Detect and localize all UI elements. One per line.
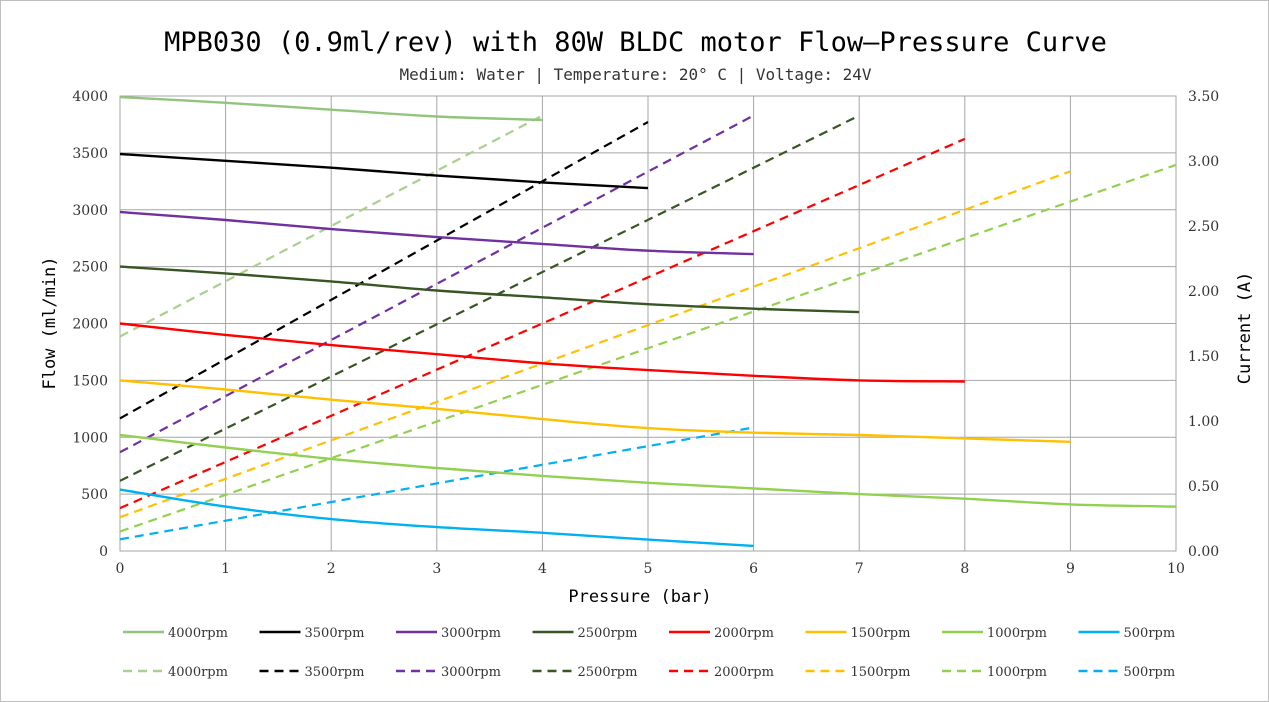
y2-tick-label: 0.00	[1188, 544, 1219, 560]
flow-line-3500rpm	[119, 152, 649, 190]
chart-title: MPB030 (0.9ml/rev) with 80W BLDC motor F…	[164, 27, 1107, 58]
y-tick-label: 1000	[72, 430, 108, 446]
legend-flow-label-4000rpm: 4000rpm	[168, 626, 228, 641]
y2-axis-title: Current (A)	[1235, 272, 1255, 385]
y-tick-label: 500	[81, 487, 108, 503]
legend: 4000rpm 3500rpm 3000rpm 2500rpm 2000rpm 1500r…	[123, 626, 1175, 680]
legend-current-label-3000rpm: 3000rpm	[441, 665, 501, 680]
legend-current-label-1000rpm: 1000rpm	[987, 665, 1047, 680]
x-tick-label: 9	[1066, 561, 1075, 577]
current-line-1000rpm	[119, 163, 1177, 533]
y2-tick-label: 3.50	[1188, 89, 1219, 105]
x-tick-label: 4	[538, 561, 547, 577]
x-tick-label: 1	[221, 561, 230, 577]
y-axis-title: Flow (ml/min)	[40, 256, 60, 389]
legend-flow-label-1500rpm: 1500rpm	[851, 626, 911, 641]
legend-flow-label-1000rpm: 1000rpm	[987, 626, 1047, 641]
tick-layer: 0 1 2 3 4 5 6 7 8 9 10 0 500 1000 1500 2000 2500 3000 3500…	[72, 89, 1219, 577]
x-tick-label: 3	[432, 561, 441, 577]
x-tick-label: 10	[1167, 561, 1185, 577]
y-tick-label: 2000	[72, 317, 108, 333]
flow-line-4000rpm	[119, 95, 543, 122]
flow-line-1500rpm	[119, 379, 1071, 443]
current-line-3500rpm	[119, 121, 649, 420]
y2-tick-label: 1.50	[1188, 349, 1219, 365]
y-tick-label: 4000	[72, 89, 108, 105]
legend-flow-label-500rpm: 500rpm	[1124, 626, 1176, 641]
x-axis-title: Pressure (bar)	[568, 587, 711, 607]
legend-flow-label-2500rpm: 2500rpm	[578, 626, 638, 641]
flow-line-1000rpm	[119, 433, 1177, 508]
x-tick-label: 7	[855, 561, 864, 577]
x-tick-label: 6	[749, 561, 758, 577]
flow-line-2000rpm	[119, 322, 965, 383]
y2-tick-label: 1.00	[1188, 414, 1219, 430]
current-line-1500rpm	[119, 170, 1071, 519]
flow-line-3000rpm	[119, 210, 754, 256]
legend-flow-label-3500rpm: 3500rpm	[305, 626, 365, 641]
legend-current-label-500rpm: 500rpm	[1124, 665, 1176, 680]
x-tick-label: 8	[960, 561, 969, 577]
legend-flow-label-2000rpm: 2000rpm	[714, 626, 774, 641]
legend-flow-label-3000rpm: 3000rpm	[441, 626, 501, 641]
current-line-2500rpm	[119, 114, 860, 482]
flow-line-500rpm	[119, 488, 754, 548]
legend-current-label-2000rpm: 2000rpm	[714, 665, 774, 680]
current-line-4000rpm	[119, 114, 543, 338]
current-line-500rpm	[119, 426, 754, 541]
y-tick-label: 1500	[72, 373, 108, 389]
y2-tick-label: 0.50	[1188, 479, 1219, 495]
y2-tick-label: 2.50	[1188, 219, 1219, 235]
legend-current-label-3500rpm: 3500rpm	[305, 665, 365, 680]
series-layer	[119, 95, 1177, 548]
y2-tick-label: 2.00	[1188, 284, 1219, 300]
y-tick-label: 2500	[72, 260, 108, 276]
legend-current-label-2500rpm: 2500rpm	[578, 665, 638, 680]
legend-current-label-4000rpm: 4000rpm	[168, 665, 228, 680]
legend-current-label-1500rpm: 1500rpm	[851, 665, 911, 680]
y-tick-label: 0	[99, 544, 108, 560]
x-tick-label: 2	[327, 561, 336, 577]
y-tick-label: 3000	[72, 203, 108, 219]
current-line-2000rpm	[119, 137, 966, 510]
y-tick-label: 3500	[72, 146, 108, 162]
x-tick-label: 5	[644, 561, 653, 577]
chart-subtitle: Medium: Water | Temperature: 20° C | Vol…	[399, 65, 872, 84]
flow-line-2500rpm	[119, 265, 860, 314]
y2-tick-label: 3.00	[1188, 154, 1219, 170]
x-tick-label: 0	[116, 561, 125, 577]
